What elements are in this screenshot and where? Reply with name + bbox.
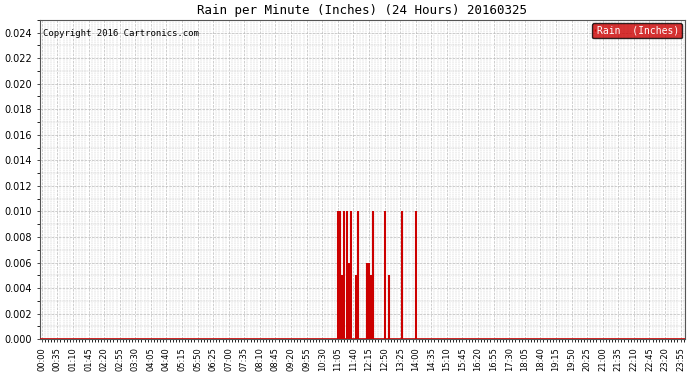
Legend: Rain  (Inches): Rain (Inches) xyxy=(592,22,682,39)
Text: Copyright 2016 Cartronics.com: Copyright 2016 Cartronics.com xyxy=(43,29,199,38)
Title: Rain per Minute (Inches) (24 Hours) 20160325: Rain per Minute (Inches) (24 Hours) 2016… xyxy=(197,4,527,17)
